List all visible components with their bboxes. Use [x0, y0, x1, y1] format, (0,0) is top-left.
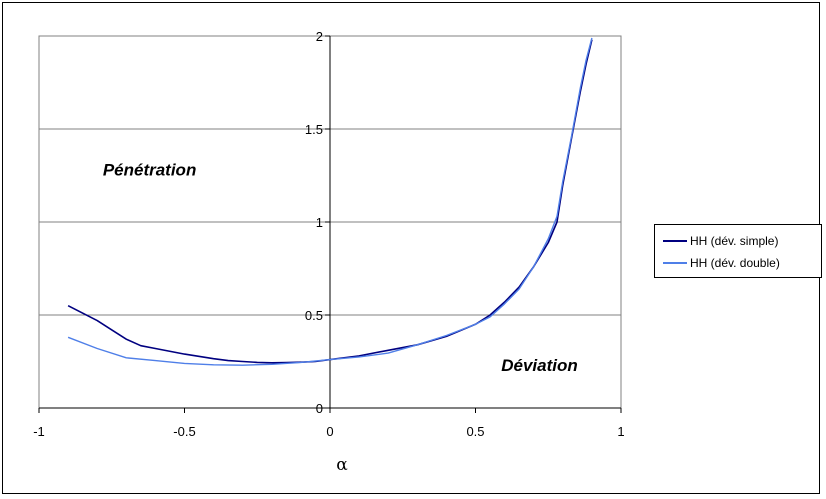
x-tick-label-2: 0: [326, 424, 333, 439]
legend: HH (dév. simple) HH (dév. double): [654, 224, 822, 278]
annotation-0: Pénétration: [103, 161, 197, 180]
axes: [38, 35, 622, 413]
y-tick-label-0: 0: [316, 401, 323, 416]
y-tick-label-1: 0.5: [305, 308, 323, 323]
legend-swatch-double: [663, 262, 687, 264]
annotation-1: Déviation: [501, 356, 578, 375]
series-lines: [67, 37, 593, 366]
y-tick-label-2: 1: [316, 215, 323, 230]
y-tick-label-4: 2: [316, 29, 323, 44]
legend-label-simple: HH (dév. simple): [690, 234, 779, 248]
x-axis-label: α: [336, 455, 348, 475]
legend-entry-simple: HH (dév. simple): [655, 231, 778, 251]
chart: -1 -0.5 0 0.5 1 0 0.5 1 1.5 2 Pénétration Déviation…: [33, 29, 624, 475]
x-tick-label-3: 0.5: [466, 424, 484, 439]
chart-labels: -1 -0.5 0 0.5 1 0 0.5 1 1.5 2 Pénétration Déviation…: [33, 29, 624, 475]
chart-frame: -1 -0.5 0 0.5 1 0 0.5 1 1.5 2 Pénétration Déviation…: [2, 2, 822, 494]
x-tick-label-0: -1: [33, 424, 45, 439]
x-tick-label-1: -0.5: [173, 424, 195, 439]
y-tick-label-3: 1.5: [305, 122, 323, 137]
series-line-1: [67, 37, 593, 366]
x-tick-label-4: 1: [617, 424, 624, 439]
legend-entry-double: HH (dév. double): [655, 253, 780, 273]
legend-label-double: HH (dév. double): [690, 256, 780, 270]
legend-swatch-simple: [663, 240, 687, 242]
